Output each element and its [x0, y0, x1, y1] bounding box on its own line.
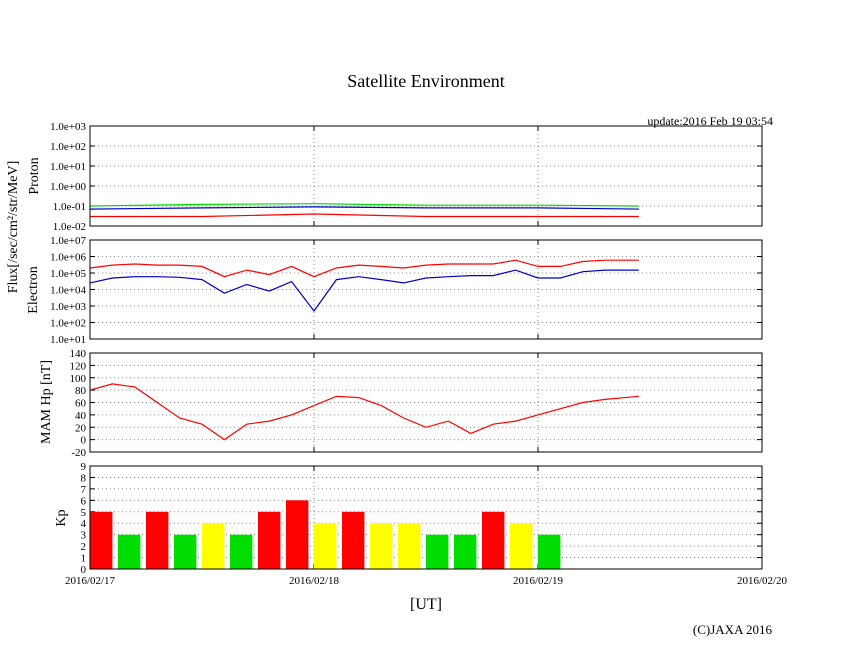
- x-axis-label: [UT]: [410, 596, 442, 613]
- kp-bar: [174, 534, 197, 569]
- y-tick-label: 0: [81, 564, 87, 576]
- y-tick-label: 1.0e+01: [50, 161, 86, 173]
- y-tick-label: 60: [75, 398, 87, 410]
- y-tick-label: 1.0e-01: [53, 201, 86, 213]
- panel-frame: [89, 352, 763, 453]
- kp-bar: [202, 523, 225, 569]
- kp-bar: [314, 523, 337, 569]
- y-tick-label: 1.0e+05: [50, 268, 86, 280]
- kp-bar: [146, 511, 169, 569]
- update-timestamp: update:2016 Feb 19 03:54: [647, 114, 773, 128]
- kp-bar: [90, 511, 113, 569]
- y-tick-label: 1.0e+04: [50, 285, 86, 297]
- series-line-red: [89, 259, 639, 278]
- y-tick-label: 1.0e+03: [50, 301, 86, 313]
- kp-bar: [370, 523, 393, 569]
- kp-bar: [510, 523, 533, 569]
- y-tick-label: 5: [81, 507, 87, 519]
- y-tick-label: 3: [81, 530, 87, 542]
- y-tick-label: 9: [81, 461, 87, 473]
- panel-ylabel: MAM Hp [nT]: [39, 360, 54, 444]
- panels-group: 1.0e-021.0e-011.0e+001.0e+011.0e+021.0e+…: [26, 121, 788, 587]
- kp-bar: [538, 534, 561, 569]
- panel-electron: 1.0e+01 1.0e+02 1.0e+03 1.0e+04 1.0e+05 1.0e+…: [26, 235, 763, 346]
- x-tick-label: 2016/02/19: [513, 575, 564, 587]
- series-line-red: [89, 383, 639, 441]
- kp-bar: [454, 534, 477, 569]
- chart-title: Satellite Environment: [347, 71, 504, 91]
- y-tick-label: 2: [81, 541, 87, 553]
- y-tick-label: 140: [70, 348, 87, 360]
- y-tick-label: 1.0e+07: [50, 235, 86, 247]
- series-line-green: [89, 203, 639, 207]
- y-tick-label: 1.0e+02: [50, 141, 86, 153]
- kp-bar: [482, 511, 505, 569]
- y-tick-label: 1.0e+02: [50, 318, 86, 330]
- panel-frame: [89, 239, 763, 340]
- x-tick-label: 2016/02/18: [289, 575, 340, 587]
- y-tick-label: 1: [81, 553, 87, 565]
- y-tick-label: 1.0e-02: [53, 221, 86, 233]
- series-line-red: [90, 213, 639, 218]
- y-tick-label: 1.0e+01: [50, 334, 86, 346]
- y-tick-label: 0: [81, 435, 87, 447]
- y-tick-label: 40: [75, 410, 87, 422]
- kp-bar: [230, 534, 253, 569]
- kp-bar: [286, 500, 309, 569]
- kp-bar: [398, 523, 421, 569]
- y-tick-label: 120: [70, 360, 87, 372]
- y-tick-label: 1.0e+00: [50, 181, 86, 193]
- flux-shared-ylabel: Flux[/sec/cm²/str/MeV]: [6, 161, 21, 294]
- panel-proton: 1.0e-02 1.0e-01 1.0e+00 1.0e+01 1.0e+02 1.0e+…: [27, 121, 763, 233]
- panel-ylabel: Proton: [27, 157, 42, 194]
- panel-frame: [89, 125, 763, 227]
- panel-ylabel: Electron: [26, 266, 41, 313]
- kp-bar: [258, 511, 281, 569]
- y-tick-label: 100: [70, 373, 87, 385]
- y-tick-label: 1.0e+03: [50, 121, 86, 133]
- kp-bar: [118, 534, 141, 569]
- y-tick-label: 8: [81, 472, 87, 484]
- kp-bar: [426, 534, 449, 569]
- y-tick-label: 4: [81, 518, 87, 530]
- y-tick-label: 6: [81, 495, 87, 507]
- x-tick-label: 2016/02/20: [737, 575, 788, 587]
- panel-frame: [89, 465, 763, 570]
- panel-ylabel: Kp: [54, 509, 69, 526]
- x-tick-label: 2016/02/17: [65, 575, 116, 587]
- y-tick-label: 80: [75, 385, 87, 397]
- kp-bar: [342, 511, 365, 569]
- series-line-blue: [89, 206, 639, 210]
- copyright-credit: (C)JAXA 2016: [693, 622, 773, 637]
- y-tick-label: 20: [75, 422, 87, 434]
- y-tick-label: -20: [71, 447, 86, 459]
- series-line-blue: [89, 269, 639, 313]
- y-tick-label: 7: [81, 484, 87, 496]
- y-tick-label: 1.0e+06: [50, 252, 86, 264]
